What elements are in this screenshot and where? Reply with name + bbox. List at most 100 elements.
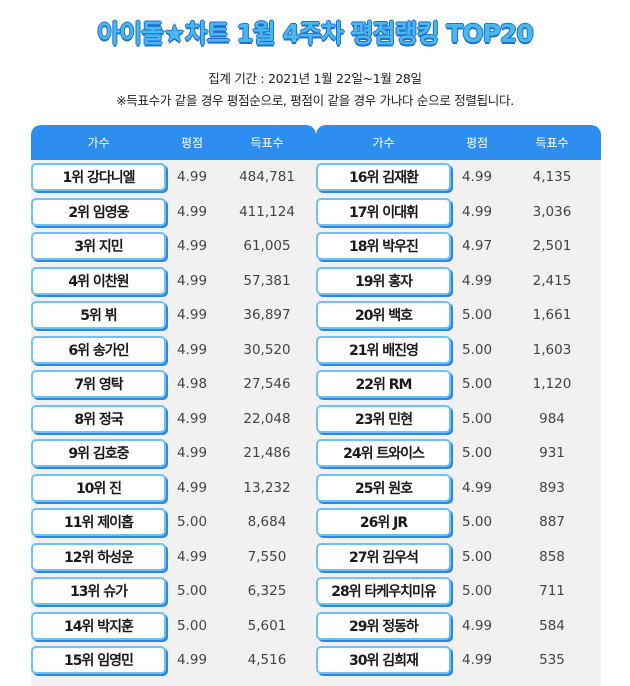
score-cell: 4.99 (176, 479, 208, 496)
votes-cell: 1,603 (532, 341, 572, 358)
votes-cell: 893 (539, 479, 565, 496)
votes-cell: 13,232 (243, 479, 291, 496)
artist-name: 8위 정국 (31, 404, 166, 433)
name-cell: 17위 이대휘 (316, 197, 451, 226)
votes-cell: 535 (539, 652, 565, 669)
votes-cell: 4,135 (532, 169, 572, 186)
votes-cell: 1,120 (532, 376, 572, 393)
name-cell: 18위 박우진 (316, 232, 451, 261)
score-cell: 5.00 (461, 514, 493, 531)
ranking-table-right: 가수 평점 득표수 16위 김재환 4.99 4,135 17위 이대휘 4.99 3,0… (316, 125, 601, 686)
table-row: 3위 지민 4.99 61,005 (31, 229, 316, 264)
name-cell: 27위 김우석 (316, 542, 451, 571)
votes-cell: 2,501 (532, 238, 572, 255)
score-cell: 4.99 (176, 203, 208, 220)
artist-name: 24위 트와이스 (316, 439, 451, 468)
score-cell: 5.00 (461, 341, 493, 358)
votes-cell: 7,550 (247, 548, 287, 565)
artist-name: 20위 백호 (316, 301, 451, 330)
name-cell: 7위 영탁 (31, 370, 166, 399)
name-cell: 25위 원호 (316, 473, 451, 502)
score-cell: 5.00 (176, 514, 208, 531)
votes-cell: 711 (539, 583, 565, 600)
artist-name: 23위 민현 (316, 404, 451, 433)
table-row: 28위 타케우치미유 5.00 711 (316, 574, 601, 609)
table-header: 가수 평점 득표수 (316, 125, 601, 160)
score-cell: 5.00 (461, 445, 493, 462)
votes-cell: 21,486 (243, 445, 291, 462)
artist-name: 29위 정동하 (316, 611, 451, 640)
score-cell: 4.99 (461, 169, 493, 186)
artist-name: 30위 김희재 (316, 646, 451, 675)
votes-cell: 8,684 (247, 514, 287, 531)
name-cell: 22위 RM (316, 370, 451, 399)
name-cell: 3위 지민 (31, 232, 166, 261)
table-row: 2위 임영웅 4.99 411,124 (31, 195, 316, 230)
page-title: 아이돌★차트 1월 4주차 평점랭킹 TOP20 (97, 19, 533, 48)
artist-name: 17위 이대휘 (316, 197, 451, 226)
score-cell: 5.00 (461, 376, 493, 393)
table-row: 10위 진 4.99 13,232 (31, 471, 316, 506)
name-cell: 6위 송가인 (31, 335, 166, 364)
artist-name: 25위 원호 (316, 473, 451, 502)
artist-name: 27위 김우석 (316, 542, 451, 571)
artist-name: 13위 슈가 (31, 577, 166, 606)
score-cell: 4.97 (461, 238, 493, 255)
votes-cell: 61,005 (243, 238, 291, 255)
score-cell: 4.99 (461, 203, 493, 220)
table-row: 25위 원호 4.99 893 (316, 471, 601, 506)
table-row: 6위 송가인 4.99 30,520 (31, 333, 316, 368)
votes-cell: 30,520 (243, 341, 291, 358)
name-cell: 15위 임영민 (31, 646, 166, 675)
name-cell: 1위 강다니엘 (31, 163, 166, 192)
score-cell: 4.99 (461, 479, 493, 496)
name-cell: 13위 슈가 (31, 577, 166, 606)
table-row: 29위 정동하 4.99 584 (316, 609, 601, 644)
name-cell: 11위 제이홉 (31, 508, 166, 537)
votes-cell: 3,036 (532, 203, 572, 220)
name-cell: 30위 김희재 (316, 646, 451, 675)
name-cell: 28위 타케우치미유 (316, 577, 451, 606)
table-row: 14위 박지훈 5.00 5,601 (31, 609, 316, 644)
artist-name: 1위 강다니엘 (31, 163, 166, 192)
table-row: 19위 홍자 4.99 2,415 (316, 264, 601, 299)
header-score: 평점 (180, 136, 204, 150)
artist-name: 2위 임영웅 (31, 197, 166, 226)
votes-cell: 931 (539, 445, 565, 462)
table-row: 15위 임영민 4.99 4,516 (31, 643, 316, 678)
artist-name: 3위 지민 (31, 232, 166, 261)
table-row: 27위 김우석 5.00 858 (316, 540, 601, 575)
period-text: 집계 기간 : 2021년 1월 22일~1월 28일 (208, 71, 422, 86)
votes-cell: 584 (539, 617, 565, 634)
score-cell: 5.00 (461, 548, 493, 565)
table-row: 4위 이찬원 4.99 57,381 (31, 264, 316, 299)
score-cell: 4.99 (461, 617, 493, 634)
score-cell: 4.98 (176, 376, 208, 393)
artist-name: 10위 진 (31, 473, 166, 502)
artist-name: 14위 박지훈 (31, 611, 166, 640)
artist-name: 26위 JR (316, 508, 451, 537)
table-row: 30위 김희재 4.99 535 (316, 643, 601, 678)
artist-name: 11위 제이홉 (31, 508, 166, 537)
score-cell: 4.99 (461, 652, 493, 669)
artist-name: 5위 뷔 (31, 301, 166, 330)
table-row: 16위 김재환 4.99 4,135 (316, 160, 601, 195)
votes-cell: 36,897 (243, 307, 291, 324)
table-row: 13위 슈가 5.00 6,325 (31, 574, 316, 609)
artist-name: 28위 타케우치미유 (316, 577, 451, 606)
table-header: 가수 평점 득표수 (31, 125, 316, 160)
name-cell: 14위 박지훈 (31, 611, 166, 640)
name-cell: 21위 배진영 (316, 335, 451, 364)
score-cell: 5.00 (461, 307, 493, 324)
header-score: 평점 (465, 136, 489, 150)
artist-name: 4위 이찬원 (31, 266, 166, 295)
header-name: 가수 (87, 136, 110, 150)
votes-cell: 858 (539, 548, 565, 565)
ranking-table-left: 가수 평점 득표수 1위 강다니엘 4.99 484,781 2위 임영웅 4.99 41… (31, 125, 316, 686)
artist-name: 9위 김호중 (31, 439, 166, 468)
name-cell: 4위 이찬원 (31, 266, 166, 295)
name-cell: 16위 김재환 (316, 163, 451, 192)
table-body: 16위 김재환 4.99 4,135 17위 이대휘 4.99 3,036 18위 박우진 4… (316, 160, 601, 686)
name-cell: 5위 뷔 (31, 301, 166, 330)
score-cell: 5.00 (176, 583, 208, 600)
